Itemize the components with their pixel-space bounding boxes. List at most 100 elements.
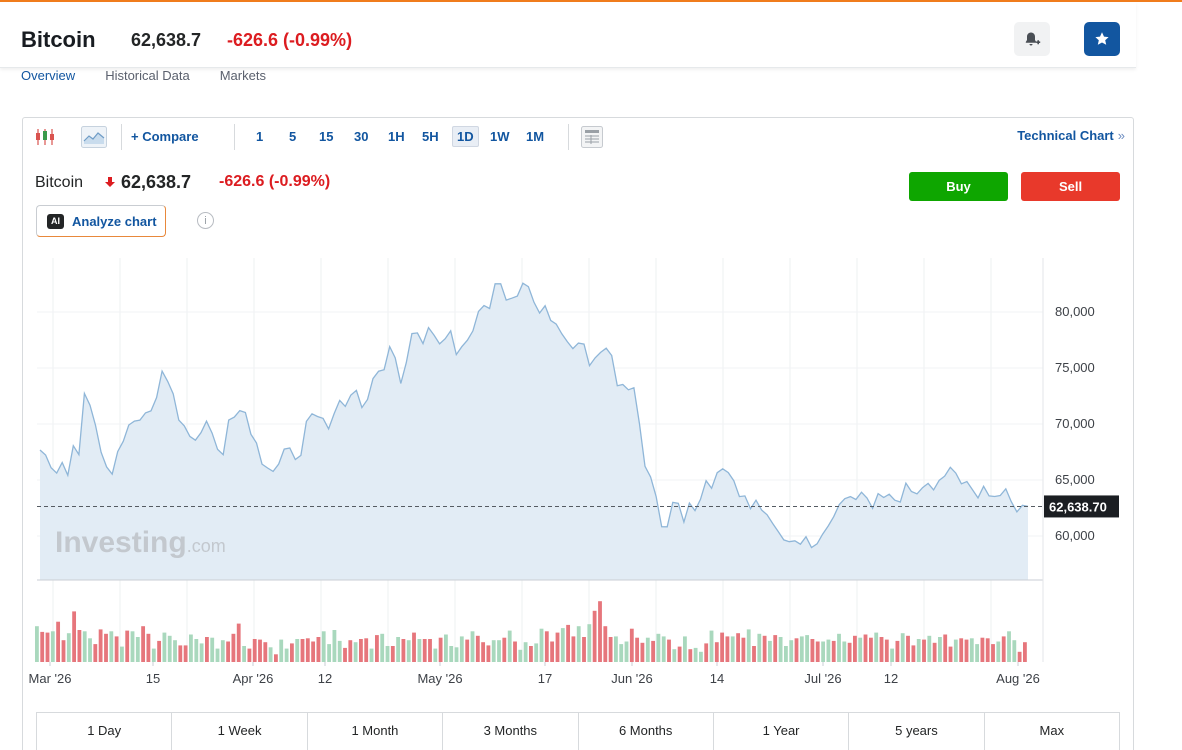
volume-bar	[45, 632, 50, 662]
volume-bar	[550, 641, 555, 662]
period-selector: 1 Day 1 Week 1 Month 3 Months 6 Months 1…	[36, 712, 1120, 750]
volume-bar	[831, 640, 836, 662]
x-tick-label: 14	[710, 671, 724, 686]
volume-bar	[1001, 636, 1006, 662]
instrument-tabs: Overview Historical Data Markets	[21, 68, 266, 83]
compare-button[interactable]: + Compare	[131, 129, 199, 144]
volume-bar	[582, 637, 586, 662]
volume-bar	[205, 637, 209, 662]
volume-bar	[236, 623, 241, 662]
period-max[interactable]: Max	[1039, 723, 1065, 738]
price-line	[39, 282, 1029, 549]
buy-button[interactable]: Buy	[909, 172, 1008, 201]
tab-markets[interactable]: Markets	[219, 68, 266, 83]
toolbar-divider	[234, 124, 235, 150]
period-6-months[interactable]: 6 Months	[579, 713, 714, 750]
timeframe-5[interactable]: 5	[289, 129, 297, 144]
y-tick-label: 80,000	[1055, 304, 1095, 319]
volume-bar	[752, 646, 756, 662]
candlestick-type-button[interactable]	[35, 118, 57, 155]
volume-bar	[964, 639, 969, 662]
volume-bar	[688, 649, 693, 662]
period-3-months[interactable]: 3 Months	[443, 713, 579, 750]
volume-bar	[401, 639, 406, 662]
timeframe-5h[interactable]: 5H	[422, 129, 439, 144]
volume-bar	[672, 649, 677, 662]
volume-bar	[284, 648, 289, 662]
timeframe-30[interactable]: 30	[354, 129, 369, 144]
volume-bar	[757, 633, 762, 662]
volume-bar	[279, 639, 284, 662]
timeframe-1d[interactable]: 1D	[452, 126, 479, 147]
period-5-years[interactable]: 5 years	[849, 713, 985, 750]
volume-bar	[725, 636, 730, 662]
timeframe-1h[interactable]: 1H	[388, 129, 405, 144]
tab-overview[interactable]: Overview	[21, 68, 76, 83]
layout-button[interactable]	[581, 118, 603, 155]
chart-toolbar: + Compare 1 5 15 30 1H 5H 1D 1W 1M Techn…	[23, 118, 1133, 155]
period-1-year[interactable]: 1 Year	[714, 713, 850, 750]
create-alert-button[interactable]	[1014, 22, 1050, 56]
timeframe-1[interactable]: 1	[256, 129, 264, 144]
volume-bar	[884, 639, 889, 662]
volume-bar	[810, 639, 815, 662]
volume-bar	[454, 647, 459, 662]
period-1-day[interactable]: 1 Day	[37, 713, 173, 750]
investing-watermark: Investing.com	[55, 526, 226, 559]
quote-change: -626.6 (-0.99%)	[219, 173, 330, 191]
volume-bar	[635, 637, 640, 662]
volume-bar	[470, 631, 475, 662]
volume-bar	[629, 628, 634, 662]
volume-bar	[911, 645, 916, 662]
volume-bar	[220, 640, 225, 662]
volume-bar	[544, 631, 549, 662]
volume-bar	[114, 636, 119, 662]
volume-bar	[35, 626, 39, 662]
x-tick-label: 12	[884, 671, 898, 686]
timeframe-1w[interactable]: 1W	[490, 129, 510, 144]
volume-bar	[507, 630, 512, 662]
volume-bar	[311, 641, 316, 662]
instrument-header: Bitcoin 62,638.7 -626.6 (-0.99%)	[0, 2, 1136, 68]
instrument-change: -626.6 (-0.99%)	[227, 30, 353, 50]
volume-bar	[879, 637, 884, 662]
volume-bar	[449, 646, 454, 662]
tab-historical-data[interactable]: Historical Data	[105, 68, 190, 83]
volume-bar	[417, 639, 422, 662]
volume-bar	[183, 645, 188, 662]
area-type-button[interactable]	[81, 118, 107, 155]
volume-bar	[242, 646, 247, 662]
volume-bar	[608, 637, 613, 662]
volume-bar	[789, 640, 794, 662]
sell-button[interactable]: Sell	[1021, 172, 1120, 201]
add-to-watchlist-button[interactable]	[1084, 22, 1120, 56]
period-1-week[interactable]: 1 Week	[172, 713, 308, 750]
volume-bar	[773, 635, 778, 662]
double-chevron-right-icon: »	[1117, 128, 1125, 143]
timeframe-1m[interactable]: 1M	[526, 129, 545, 144]
volume-bar	[741, 637, 746, 662]
price-area	[40, 283, 1028, 580]
volume-bar	[863, 634, 868, 662]
timeframe-15[interactable]: 15	[319, 129, 334, 144]
volume-bar	[385, 646, 390, 662]
technical-chart-link[interactable]: Technical Chart»	[1017, 128, 1125, 143]
chart-card: + Compare 1 5 15 30 1H 5H 1D 1W 1M Techn…	[22, 117, 1134, 750]
volume-bar	[980, 637, 985, 662]
volume-bar	[189, 634, 193, 662]
volume-bar	[167, 635, 172, 662]
volume-bar	[125, 630, 130, 662]
price-chart[interactable]: 62,638.70 60,000 65,000 70,000 75,000 80,000 I…	[23, 118, 1133, 698]
volume-bar	[895, 640, 900, 662]
info-icon[interactable]: i	[197, 212, 214, 229]
volume-bar	[348, 640, 353, 662]
period-1-month[interactable]: 1 Month	[308, 713, 444, 750]
volume-bar	[768, 640, 772, 662]
volume-bar	[815, 641, 820, 662]
x-tick-label: Apr '26	[233, 671, 274, 686]
y-tick-label: 75,000	[1055, 360, 1095, 375]
analyze-chart-button[interactable]: AI Analyze chart	[36, 205, 166, 237]
volume-bar	[369, 648, 374, 662]
volume-bar	[651, 640, 656, 662]
volume-bar	[837, 633, 841, 662]
